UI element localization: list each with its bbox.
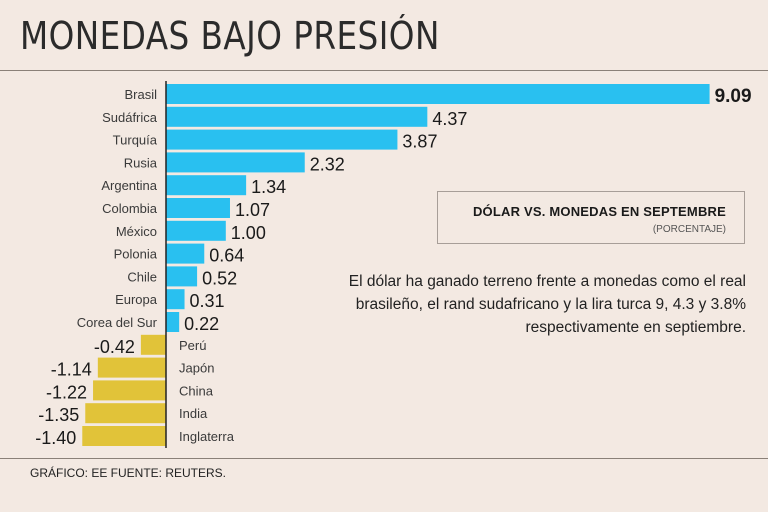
bar-japón bbox=[97, 357, 166, 378]
bar-colombia bbox=[166, 198, 230, 218]
bar-india bbox=[85, 403, 166, 424]
value-label: -0.42 bbox=[94, 337, 135, 357]
bar-perú bbox=[140, 334, 166, 355]
bar-corea-del-sur bbox=[166, 312, 180, 332]
value-label: 3.87 bbox=[402, 132, 437, 152]
category-label: Argentina bbox=[101, 178, 157, 193]
value-label: 1.07 bbox=[235, 200, 270, 220]
category-label: Corea del Sur bbox=[77, 315, 158, 330]
category-label: China bbox=[179, 383, 214, 398]
value-label: 2.32 bbox=[310, 154, 345, 174]
category-label: Perú bbox=[179, 338, 206, 353]
bottom-divider bbox=[0, 458, 768, 459]
value-label: 0.31 bbox=[190, 291, 225, 311]
value-label: -1.22 bbox=[46, 382, 87, 402]
category-label: Japón bbox=[179, 361, 214, 376]
category-label: India bbox=[179, 406, 208, 421]
legend-title: DÓLAR VS. MONEDAS EN SEPTEMBRE bbox=[472, 204, 726, 219]
legend-subtitle: (PORCENTAJE) bbox=[652, 224, 726, 235]
category-label: Europa bbox=[115, 292, 158, 307]
bar-brasil bbox=[166, 84, 710, 104]
category-label: Sudáfrica bbox=[102, 110, 158, 125]
source-footer: GRÁFICO: EE FUENTE: REUTERS. bbox=[30, 466, 227, 480]
legend-box: DÓLAR VS. MONEDAS EN SEPTEMBRE (PORCENTA… bbox=[437, 191, 745, 244]
bar-chile bbox=[166, 266, 198, 287]
bar-sudáfrica bbox=[166, 106, 428, 127]
category-label: Polonia bbox=[114, 247, 158, 262]
bar-europa bbox=[166, 289, 185, 310]
bar-rusia bbox=[166, 152, 305, 173]
value-label: 9.09 bbox=[715, 86, 752, 107]
value-label: 1.00 bbox=[231, 223, 266, 243]
value-label: 0.52 bbox=[202, 268, 237, 288]
value-label: -1.35 bbox=[38, 405, 79, 425]
chart-title: MONEDAS BAJO PRESIÓN bbox=[20, 14, 440, 58]
category-label: Inglaterra bbox=[179, 429, 235, 444]
value-label: 4.37 bbox=[432, 109, 467, 129]
category-label: Colombia bbox=[102, 201, 158, 216]
bar-polonia bbox=[166, 243, 205, 264]
value-label: 0.22 bbox=[184, 314, 219, 334]
value-label: -1.40 bbox=[35, 428, 76, 448]
bar-argentina bbox=[166, 175, 247, 196]
category-label: Brasil bbox=[124, 87, 157, 102]
bar-inglaterra bbox=[82, 426, 166, 446]
bar-méxico bbox=[166, 220, 226, 241]
category-label: Turquía bbox=[113, 133, 158, 148]
category-label: Chile bbox=[127, 269, 157, 284]
bar-turquía bbox=[166, 129, 398, 150]
value-label: -1.14 bbox=[51, 360, 92, 380]
top-divider bbox=[0, 70, 768, 71]
bar-china bbox=[93, 380, 166, 401]
chart-note: El dólar ha ganado terreno frente a mone… bbox=[348, 273, 746, 336]
value-label: 0.64 bbox=[209, 246, 244, 266]
category-label: México bbox=[116, 224, 157, 239]
value-label: 1.34 bbox=[251, 177, 286, 197]
category-label: Rusia bbox=[124, 155, 158, 170]
